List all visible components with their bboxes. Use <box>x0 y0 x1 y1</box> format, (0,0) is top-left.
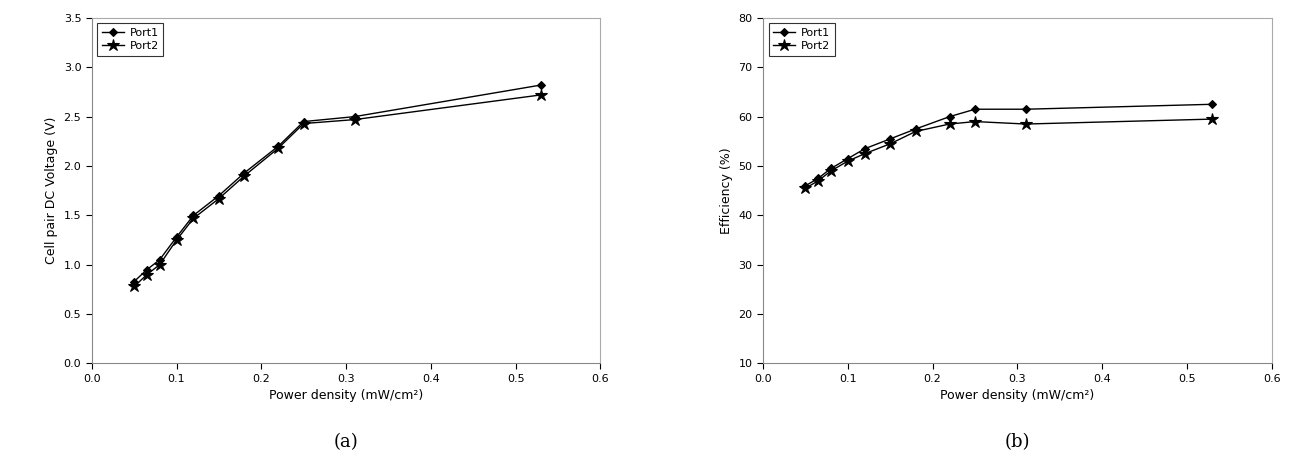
Port2 <box>1205 116 1221 122</box>
Port2 <box>941 121 957 127</box>
X-axis label: Power density (mW/cm²): Power density (mW/cm²) <box>269 390 423 403</box>
Text: (b): (b) <box>1004 432 1030 451</box>
Port1 <box>139 267 155 273</box>
Port2 <box>270 145 286 151</box>
Port1 <box>270 144 286 149</box>
Port2 <box>346 117 362 123</box>
Port2 <box>152 262 168 267</box>
Port2 <box>211 196 227 201</box>
Port2 <box>186 216 202 221</box>
Legend: Port1, Port2: Port1, Port2 <box>768 23 835 55</box>
Line: Port1: Port1 <box>802 102 1215 189</box>
Line: Port2: Port2 <box>128 89 547 293</box>
Port1 <box>968 106 983 112</box>
X-axis label: Power density (mW/cm²): Power density (mW/cm²) <box>940 390 1095 403</box>
Port1 <box>152 257 168 263</box>
Port1 <box>126 279 142 284</box>
Port2 <box>296 121 312 126</box>
Port1 <box>346 114 362 119</box>
Y-axis label: Cell pair DC Voltage (V): Cell pair DC Voltage (V) <box>45 117 58 264</box>
Port1 <box>823 166 839 171</box>
Port2 <box>169 237 185 243</box>
Port2 <box>139 272 155 277</box>
Port1 <box>840 156 856 161</box>
Port2 <box>534 92 549 98</box>
Port1 <box>1205 102 1221 107</box>
Port2 <box>840 158 856 164</box>
Port1 <box>296 119 312 124</box>
Y-axis label: Efficiency (%): Efficiency (%) <box>720 147 733 234</box>
Port2 <box>857 151 873 157</box>
Port1 <box>857 146 873 151</box>
Port2 <box>907 129 923 134</box>
Port2 <box>968 119 983 124</box>
Port1 <box>941 114 957 119</box>
Text: (a): (a) <box>334 432 358 451</box>
Port2 <box>126 284 142 289</box>
Port2 <box>823 168 839 174</box>
Line: Port1: Port1 <box>131 82 544 284</box>
Port1 <box>907 126 923 132</box>
Port2 <box>1019 121 1034 127</box>
Port2 <box>797 185 813 191</box>
Port2 <box>236 173 252 178</box>
Port2 <box>810 178 826 184</box>
Port1 <box>810 176 826 181</box>
Port1 <box>211 193 227 199</box>
Port1 <box>882 136 898 142</box>
Legend: Port1, Port2: Port1, Port2 <box>97 23 164 55</box>
Port1 <box>169 234 185 240</box>
Port1 <box>534 82 549 88</box>
Port1 <box>236 170 252 176</box>
Port2 <box>882 141 898 147</box>
Port1 <box>186 212 202 218</box>
Port1 <box>797 183 813 189</box>
Line: Port2: Port2 <box>800 113 1219 194</box>
Port1 <box>1019 106 1034 112</box>
